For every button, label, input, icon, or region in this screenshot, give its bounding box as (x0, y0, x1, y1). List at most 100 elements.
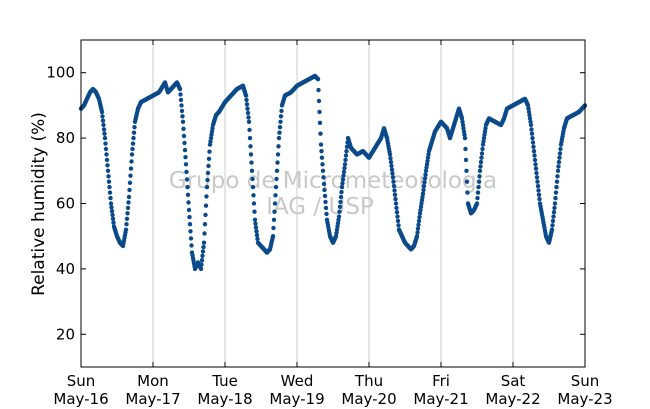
data-point (130, 141, 136, 146)
data-point (247, 127, 252, 133)
data-point (186, 200, 191, 205)
data-point (245, 106, 250, 111)
data-point (180, 119, 186, 125)
data-point (201, 244, 206, 250)
data-point (390, 175, 396, 180)
data-point (418, 204, 424, 209)
data-point (478, 159, 484, 165)
data-point (464, 168, 469, 173)
data-point (554, 184, 559, 190)
data-point (463, 157, 469, 163)
data-point (318, 131, 323, 136)
data-point (476, 179, 482, 184)
data-point (102, 135, 108, 141)
data-point (279, 108, 284, 114)
data-point (344, 149, 349, 154)
data-point (415, 226, 421, 231)
data-point (388, 156, 393, 161)
data-point (277, 130, 282, 135)
data-point (557, 155, 562, 160)
data-point (278, 119, 283, 125)
data-point (339, 184, 345, 190)
data-point (129, 159, 134, 164)
data-point (396, 223, 401, 228)
data-point (186, 207, 192, 213)
data-point (179, 103, 184, 108)
data-point (343, 157, 348, 163)
data-point (178, 97, 184, 103)
data-point (185, 184, 190, 190)
data-point (198, 266, 204, 272)
data-point (124, 222, 129, 227)
data-point (255, 236, 260, 242)
data-point (316, 98, 322, 104)
data-point (106, 174, 111, 179)
data-point (105, 163, 110, 168)
data-point (549, 227, 555, 232)
data-point (478, 164, 483, 169)
data-point (248, 144, 253, 149)
data-points (78, 73, 588, 272)
data-point (184, 169, 189, 175)
data-point (247, 135, 253, 141)
x-tick-label-date: May-19 (269, 390, 324, 408)
x-tick-label-day: Mon (137, 372, 169, 390)
x-tick-label-day: Tue (211, 372, 238, 390)
data-point (204, 184, 210, 190)
data-point (425, 155, 431, 160)
data-point (389, 163, 394, 169)
data-point (537, 196, 542, 202)
data-point (556, 164, 561, 169)
y-tick-label: 80 (56, 129, 75, 147)
data-point (339, 189, 344, 195)
data-point (321, 175, 326, 180)
data-point (177, 86, 183, 92)
data-point (550, 223, 555, 228)
data-point (393, 196, 398, 202)
data-point (275, 160, 280, 165)
data-point (181, 133, 187, 139)
data-point (127, 180, 133, 185)
data-point (389, 167, 395, 172)
data-point (425, 158, 430, 164)
data-point (131, 130, 137, 135)
data-point (558, 146, 563, 152)
data-point (254, 229, 259, 234)
y-tick-label: 20 (56, 325, 75, 343)
data-point (272, 209, 277, 214)
data-point (184, 177, 190, 182)
data-point (245, 110, 251, 116)
data-point (254, 232, 260, 238)
data-point (243, 93, 249, 98)
y-axis-label: Relative humidity (%) (29, 112, 49, 296)
data-point (553, 190, 559, 195)
data-point (460, 122, 466, 128)
data-point (130, 146, 135, 152)
y-tick-label: 40 (56, 260, 75, 278)
x-tick-label-day: Sun (571, 372, 600, 390)
data-point (388, 159, 394, 165)
data-point (342, 165, 347, 171)
data-point (318, 142, 324, 147)
data-point (202, 231, 207, 236)
data-point (322, 193, 328, 199)
data-point (479, 155, 484, 160)
data-point (536, 188, 541, 193)
y-tick-label: 100 (46, 64, 75, 82)
x-tick-label-date: May-17 (125, 390, 180, 408)
data-point (317, 109, 322, 115)
data-point (551, 214, 556, 219)
data-point (394, 205, 399, 211)
data-point (474, 201, 480, 206)
data-point (526, 109, 532, 115)
data-point (189, 243, 194, 248)
data-point (334, 227, 340, 232)
x-tick-label-day: Wed (281, 372, 314, 390)
data-point (106, 179, 112, 184)
data-point (180, 114, 185, 119)
data-point (421, 187, 426, 193)
watermark: Grupo de Micrometeorologia IAG / USP (169, 168, 497, 220)
data-point (319, 155, 325, 160)
data-point (465, 190, 470, 195)
